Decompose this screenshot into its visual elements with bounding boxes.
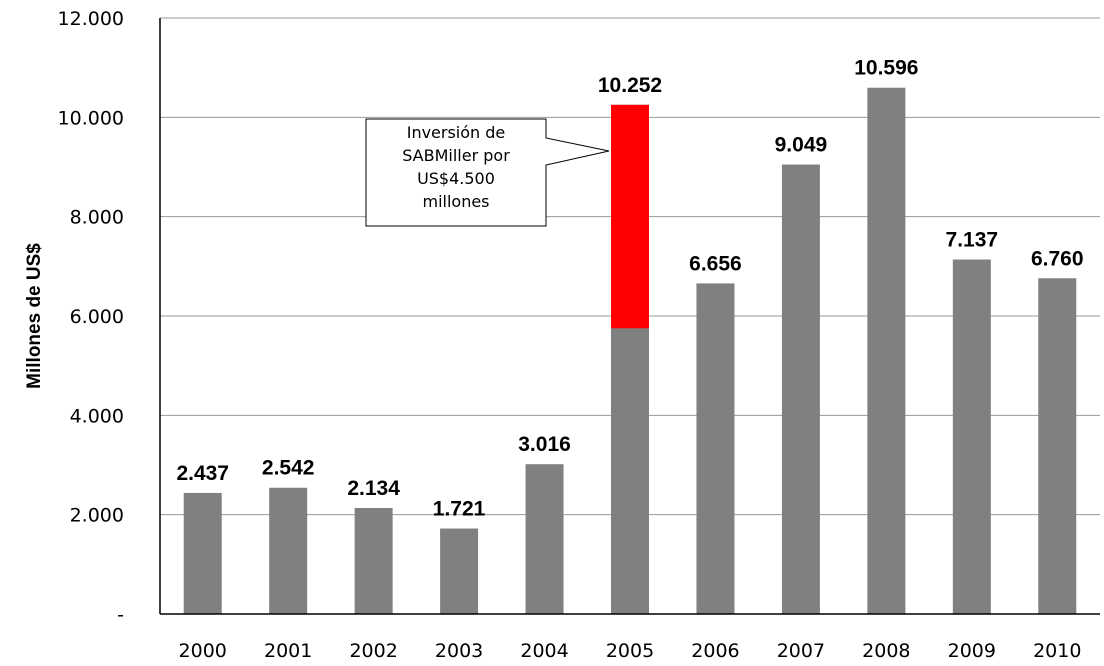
annotation-line-4: millones bbox=[422, 192, 489, 211]
annotation-line-2: SABMiller por bbox=[402, 146, 510, 165]
data-label: 3.016 bbox=[518, 433, 571, 456]
bar bbox=[440, 528, 479, 614]
callout-box bbox=[365, 118, 610, 227]
x-tick-label: 2008 bbox=[862, 640, 910, 662]
x-tick-label: 2001 bbox=[264, 640, 312, 662]
bar bbox=[269, 487, 308, 614]
y-axis-label: Millones de US$ bbox=[24, 243, 45, 389]
x-tick-label: 2002 bbox=[349, 640, 397, 662]
annotation-line-3: US$4.500 bbox=[417, 169, 495, 188]
bar bbox=[183, 492, 222, 614]
x-tick-label: 2004 bbox=[520, 640, 568, 662]
bar bbox=[696, 283, 735, 614]
y-tick-label: - bbox=[117, 604, 124, 626]
x-tick-label: 2009 bbox=[948, 640, 996, 662]
data-label: 7.137 bbox=[946, 229, 999, 252]
bars bbox=[183, 87, 1077, 615]
data-label: 6.760 bbox=[1031, 247, 1084, 270]
x-tick-label: 2000 bbox=[179, 640, 227, 662]
data-label: 2.134 bbox=[347, 477, 400, 500]
y-tick-labels: - 2.000 4.000 6.000 8.000 10.000 12.000 bbox=[58, 8, 124, 626]
data-label: 9.049 bbox=[775, 134, 828, 157]
data-label: 2.437 bbox=[176, 462, 229, 485]
y-tick-label: 10.000 bbox=[58, 107, 124, 129]
y-tick-label: 8.000 bbox=[70, 207, 124, 229]
bar-highlight-segment bbox=[611, 104, 649, 329]
bar bbox=[952, 259, 991, 614]
bar bbox=[781, 164, 820, 614]
annotation-line-1: Inversión de bbox=[407, 123, 506, 142]
data-label: 1.721 bbox=[433, 498, 486, 521]
bar bbox=[354, 508, 393, 614]
bar bbox=[1038, 278, 1077, 614]
bar bbox=[525, 464, 564, 614]
y-tick-label: 4.000 bbox=[70, 405, 124, 427]
x-tick-label: 2005 bbox=[606, 640, 654, 662]
data-label: 10.252 bbox=[598, 74, 662, 97]
x-tick-labels: 2000 2001 2002 2003 2004 2005 2006 2007 2008 2009… bbox=[179, 640, 1082, 662]
bar bbox=[867, 87, 906, 615]
data-label: 10.596 bbox=[854, 57, 918, 80]
x-tick-label: 2006 bbox=[691, 640, 739, 662]
axes bbox=[159, 18, 1100, 615]
x-tick-label: 2003 bbox=[435, 640, 483, 662]
annotation-callout: Inversión de SABMiller por US$4.500 mill… bbox=[365, 118, 610, 227]
y-tick-label: 6.000 bbox=[70, 306, 124, 328]
data-label: 6.656 bbox=[689, 252, 742, 275]
data-label: 2.542 bbox=[262, 457, 315, 480]
x-tick-label: 2007 bbox=[777, 640, 825, 662]
data-labels: 2.437 2.542 2.134 1.721 3.016 10.252 6.656 9.04… bbox=[176, 57, 1083, 521]
y-tick-label: 2.000 bbox=[70, 505, 124, 527]
y-tick-label: 12.000 bbox=[58, 8, 124, 30]
x-tick-label: 2010 bbox=[1033, 640, 1081, 662]
